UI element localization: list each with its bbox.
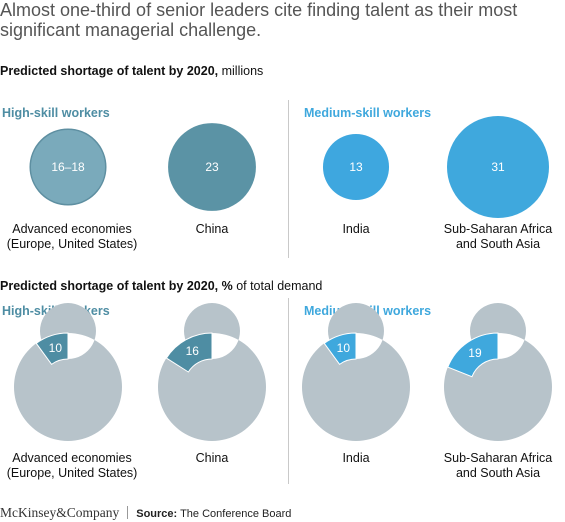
donut-value-india: 10 — [337, 341, 351, 355]
bubble-label-advanced: Advanced economies (Europe, United States… — [0, 222, 147, 252]
donut-label-ssa-line2: and South Asia — [455, 466, 541, 480]
brand-logo: McKinsey&Company — [0, 505, 120, 520]
bubble-label-india: India — [342, 222, 370, 236]
donut-segment-ssa — [447, 332, 499, 378]
bubble-advanced — [29, 128, 107, 206]
donut-label-china: China — [195, 451, 229, 465]
donut-chart-title: Predicted shortage of talent by 2020, % … — [0, 279, 322, 293]
donut-remainder-advanced — [13, 303, 122, 441]
source-text: The Conference Board — [177, 508, 292, 520]
bubble-value-china: 23 — [205, 160, 219, 174]
source-label: Source: — [136, 508, 178, 520]
donut-segment-india — [323, 332, 357, 366]
donut-segment-china — [165, 332, 213, 373]
footer-separator — [127, 506, 129, 519]
bubble-high-skill-heading: High-skill workers — [2, 106, 110, 120]
donut-label-advanced-line1: Advanced economies — [12, 451, 132, 465]
bubble-label-advanced-line1: Advanced economies — [12, 222, 132, 236]
bubble-value-advanced: 16–18 — [51, 160, 85, 174]
donut-remainder-india — [301, 303, 410, 441]
bubble-label-china: China — [195, 222, 229, 236]
bubble-chart-title-bold: Predicted shortage of talent by 2020, — [0, 64, 219, 78]
bubble-medium-skill-heading: Medium-skill workers — [304, 106, 432, 120]
bubble-label-ssa: Sub-Saharan Africa and South Asia — [423, 222, 565, 252]
donut-value-ssa: 19 — [468, 346, 482, 360]
donut-value-advanced: 10 — [49, 341, 63, 355]
footer: McKinsey&Company Source: The Conference B… — [0, 505, 291, 521]
bubble-label-ssa-line2: and South Asia — [455, 237, 541, 251]
bubble-ssa — [447, 116, 549, 218]
donut-group-divider — [288, 298, 289, 484]
bubble-china — [168, 123, 256, 211]
bubble-value-ssa: 31 — [491, 160, 505, 174]
donut-remainder-ssa — [443, 303, 552, 441]
donut-segment-advanced — [35, 332, 69, 366]
donut-chart-title-unit: of total demand — [232, 279, 323, 293]
bubble-india — [322, 133, 390, 201]
bubble-label-ssa-line1: Sub-Saharan Africa — [443, 222, 553, 236]
donut-label-advanced: Advanced economies (Europe, United States… — [0, 451, 147, 481]
bubble-chart-title-unit: millions — [218, 64, 264, 78]
bubble-label-advanced-line2: (Europe, United States) — [6, 237, 138, 251]
donut-chart-title-bold: Predicted shortage of talent by 2020, % — [0, 279, 233, 293]
donut-label-ssa-line1: Sub-Saharan Africa — [443, 451, 553, 465]
bubble-value-india: 13 — [349, 160, 363, 174]
donut-label-advanced-line2: (Europe, United States) — [6, 466, 138, 480]
bubble-chart-title: Predicted shortage of talent by 2020, mi… — [0, 64, 263, 78]
donut-label-india: India — [342, 451, 370, 465]
donut-value-china: 16 — [186, 344, 200, 358]
headline: Almost one-third of senior leaders cite … — [0, 0, 518, 40]
bubble-group-divider — [288, 100, 289, 258]
donut-remainder-china — [157, 303, 266, 441]
donut-label-ssa: Sub-Saharan Africa and South Asia — [423, 451, 565, 481]
